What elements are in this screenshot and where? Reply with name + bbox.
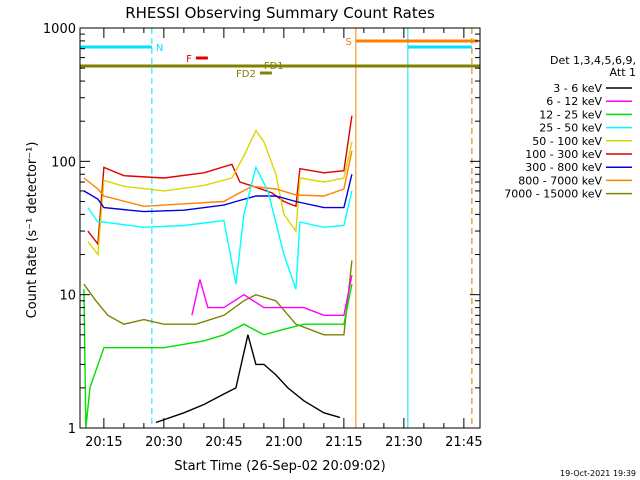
flag-label-s: S (346, 37, 352, 48)
flag-label-f: F (186, 54, 192, 65)
legend-header-1: Att 1 (610, 66, 636, 79)
legend-label-25-50-kev: 25 - 50 keV (539, 122, 602, 135)
series-800-7000-kev (83, 150, 353, 208)
legend-label-300-800-kev: 300 - 800 keV (525, 161, 602, 174)
series-25-50-kev (87, 165, 353, 290)
x-tick-label-2: 20:45 (205, 435, 242, 450)
y-axis-label: Count Rate (s⁻¹ detector⁻¹) (25, 142, 40, 319)
chart-title: RHESSI Observing Summary Count Rates (125, 4, 435, 22)
series-50-100-kev (87, 129, 353, 257)
plot-area: N S F FD1 FD2 (79, 28, 480, 429)
x-tick-label-5: 21:30 (385, 435, 422, 450)
legend-header-0: Det 1,3,4,5,6,9, (550, 54, 636, 67)
legend-label-7000-15000-kev: 7000 - 15000 keV (504, 188, 602, 201)
legend-label-50-100-kev: 50 - 100 keV (532, 135, 602, 148)
x-tick-label-4: 21:15 (325, 435, 362, 450)
y-tick-label-3: 1000 (43, 22, 76, 37)
legend-label-12-25-kev: 12 - 25 keV (539, 108, 602, 121)
axes: 1 10 100 1000 20:15 20:30 20:45 21:00 21:15 21:30… (43, 22, 483, 450)
plot-frame (79, 27, 481, 429)
footer-date: 19-Oct-2021 19:39 (560, 469, 636, 478)
series-7000-15000-kev (83, 260, 353, 336)
legend-label-6-12-kev: 6 - 12 keV (546, 95, 602, 108)
legend-label-100-300-kev: 100 - 300 keV (525, 148, 602, 161)
y-tick-label-2: 100 (51, 155, 76, 170)
x-tick-label-3: 21:00 (265, 435, 302, 450)
x-axis-label: Start Time (26-Sep-02 20:09:02) (174, 459, 385, 474)
series-6-12-kev (191, 275, 353, 316)
flag-label-n: N (156, 43, 163, 54)
y-tick-label-1: 10 (59, 289, 76, 304)
flag-label-fd2: FD2 (236, 69, 256, 80)
legend-label-3-6-kev: 3 - 6 keV (553, 82, 602, 95)
x-tick-label-1: 20:30 (145, 435, 182, 450)
y-tick-label-0: 1 (68, 422, 76, 437)
legend-label-800-7000-kev: 800 - 7000 keV (518, 174, 602, 187)
series-100-300-kev (87, 115, 353, 246)
flag-label-fd1: FD1 (264, 61, 284, 72)
series-3-6-kev (155, 334, 341, 424)
x-tick-label-6: 21:45 (445, 435, 482, 450)
series-12-25-kev (83, 283, 353, 429)
x-tick-label-0: 20:15 (85, 435, 122, 450)
series-300-800-kev (83, 174, 353, 213)
